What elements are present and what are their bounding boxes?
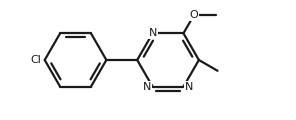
Text: N: N: [148, 28, 157, 38]
Text: Cl: Cl: [31, 55, 42, 65]
Text: O: O: [189, 10, 198, 20]
Text: N: N: [185, 82, 193, 92]
Text: N: N: [143, 82, 151, 92]
